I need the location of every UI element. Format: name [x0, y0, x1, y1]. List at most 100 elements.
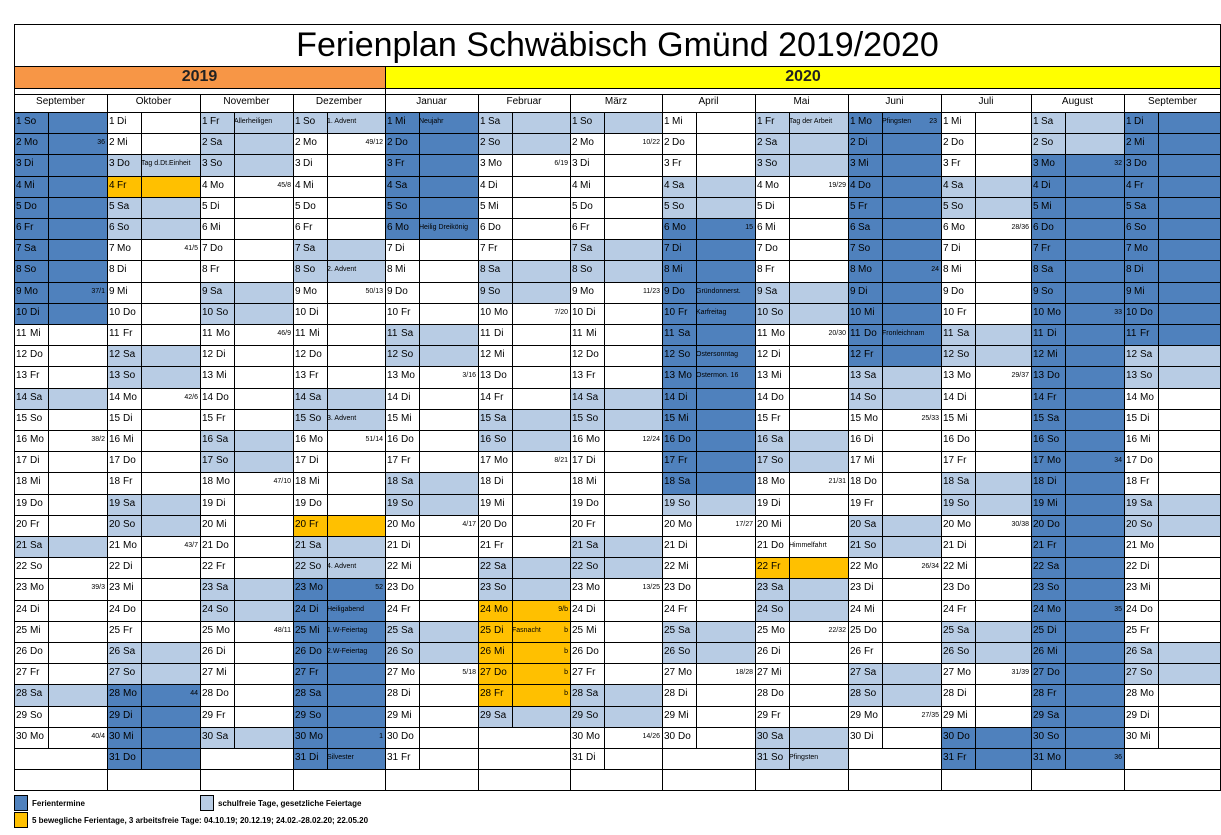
weekday-label: Mo — [123, 688, 137, 700]
day-number: 16 — [1126, 434, 1138, 445]
day-cell: 26 Do 2.W-Feiertag — [293, 642, 385, 664]
cell-divider — [48, 239, 49, 261]
day-cell: 8 Sa — [478, 260, 570, 282]
day-cell: 23 Mi — [107, 578, 200, 600]
day-number: 10 — [109, 306, 121, 318]
cell-divider — [789, 345, 790, 367]
cell-divider — [512, 175, 513, 197]
cell-divider — [1158, 536, 1159, 558]
month-header: Oktober — [135, 96, 172, 107]
weekday-label: Do — [309, 497, 322, 509]
cell-divider — [419, 726, 420, 748]
day-number: 31 — [387, 752, 399, 763]
day-number: 30 — [202, 730, 214, 742]
day-cell: 1 Di — [107, 112, 200, 134]
cell-divider — [419, 748, 420, 770]
day-cell: 23 Sa — [200, 578, 293, 600]
day-number: 31 — [295, 752, 307, 763]
weekday-label: Mo — [765, 179, 779, 191]
cell-divider — [975, 133, 976, 155]
day-cell: 7 Fr — [478, 239, 570, 261]
day-cell: 9 Sa — [755, 281, 848, 303]
weekday-label: So — [1140, 518, 1153, 530]
day-number: 15 — [1126, 412, 1138, 424]
cell-divider — [48, 557, 49, 579]
row-line — [14, 324, 1221, 325]
cell-divider — [604, 112, 605, 134]
weekday-label: Sa — [864, 518, 877, 530]
day-number: 26 — [943, 646, 955, 657]
weekday-label: Mi — [216, 370, 227, 382]
weekday-label: Di — [771, 349, 781, 361]
cell-divider — [141, 557, 142, 579]
day-number: 31 — [572, 752, 584, 763]
cell-divider — [882, 472, 883, 494]
cell-divider — [141, 599, 142, 621]
cell-divider — [141, 175, 142, 197]
cell-divider — [234, 451, 235, 473]
weekday-label: Mi — [957, 561, 968, 573]
weekday-label: Mi — [1047, 349, 1058, 361]
column-line — [293, 94, 294, 791]
weekday-label: Di — [678, 391, 688, 403]
day-number: 8 — [16, 264, 22, 276]
day-cell: 25 Di — [1031, 620, 1124, 642]
weekday-label: Sa — [771, 582, 784, 594]
weekday-label: So — [494, 434, 507, 445]
row-line — [14, 578, 1221, 579]
cell-divider — [604, 154, 605, 176]
weekday-label: Mi — [1140, 730, 1151, 742]
cell-divider — [234, 112, 235, 134]
cell-divider — [696, 154, 697, 176]
cell-divider — [604, 366, 605, 388]
day-number: 14 — [480, 391, 492, 403]
day-cell: 12 Mi — [1031, 345, 1124, 367]
day-cell: 11 Mo 46/9 — [200, 324, 293, 346]
weekday-label: Di — [401, 391, 411, 403]
day-cell: 9 Mo 50/13 — [293, 281, 385, 303]
cell-divider — [48, 387, 49, 409]
week-number: 42/6 — [184, 393, 198, 401]
day-cell: 2 Mo 10/22 — [570, 133, 662, 155]
cell-divider — [882, 430, 883, 452]
day-number: 7 — [1126, 243, 1132, 255]
cell-divider — [512, 642, 513, 664]
day-cell: 26 Mi — [1031, 642, 1124, 664]
day-number: 16 — [572, 434, 584, 445]
month-header: Februar — [506, 96, 542, 107]
weekday-label: Mo — [216, 328, 230, 339]
weekday-label: Sa — [488, 116, 501, 127]
weekday-label: Fr — [580, 222, 590, 233]
cell-divider — [696, 684, 697, 706]
day-number: 17 — [664, 455, 676, 467]
day-note: Ostermon. 16 — [696, 372, 739, 380]
day-number: 11 — [664, 328, 675, 339]
day-number: 19 — [202, 497, 214, 509]
day-cell: 29 So — [570, 705, 662, 727]
weekday-label: Do — [30, 646, 43, 657]
day-number: 4 — [295, 179, 301, 191]
day-number: 8 — [850, 264, 856, 276]
day-cell: 20 Fr — [293, 514, 385, 536]
day-number: 17 — [757, 455, 769, 467]
weekday-label: Di — [30, 306, 40, 318]
cell-divider — [141, 493, 142, 515]
cell-divider — [234, 302, 235, 324]
cell-divider — [1158, 578, 1159, 600]
cell-divider — [48, 726, 49, 748]
week-number: 52 — [375, 584, 383, 592]
weekday-label: Fr — [1047, 688, 1057, 700]
cell-divider — [604, 599, 605, 621]
weekday-label: So — [1047, 582, 1060, 594]
weekday-label: Do — [957, 730, 970, 742]
cell-divider — [1158, 302, 1159, 324]
weekday-label: Mo — [771, 476, 785, 488]
weekday-label: Sa — [765, 137, 778, 149]
week-number: 39/3 — [91, 584, 105, 592]
cell-divider — [327, 663, 328, 685]
day-number: 26 — [480, 646, 492, 657]
weekday-label: Mo — [678, 518, 692, 530]
day-number: 20 — [16, 518, 28, 530]
day-number: 22 — [757, 561, 769, 573]
day-cell: 22 Di — [107, 557, 200, 579]
